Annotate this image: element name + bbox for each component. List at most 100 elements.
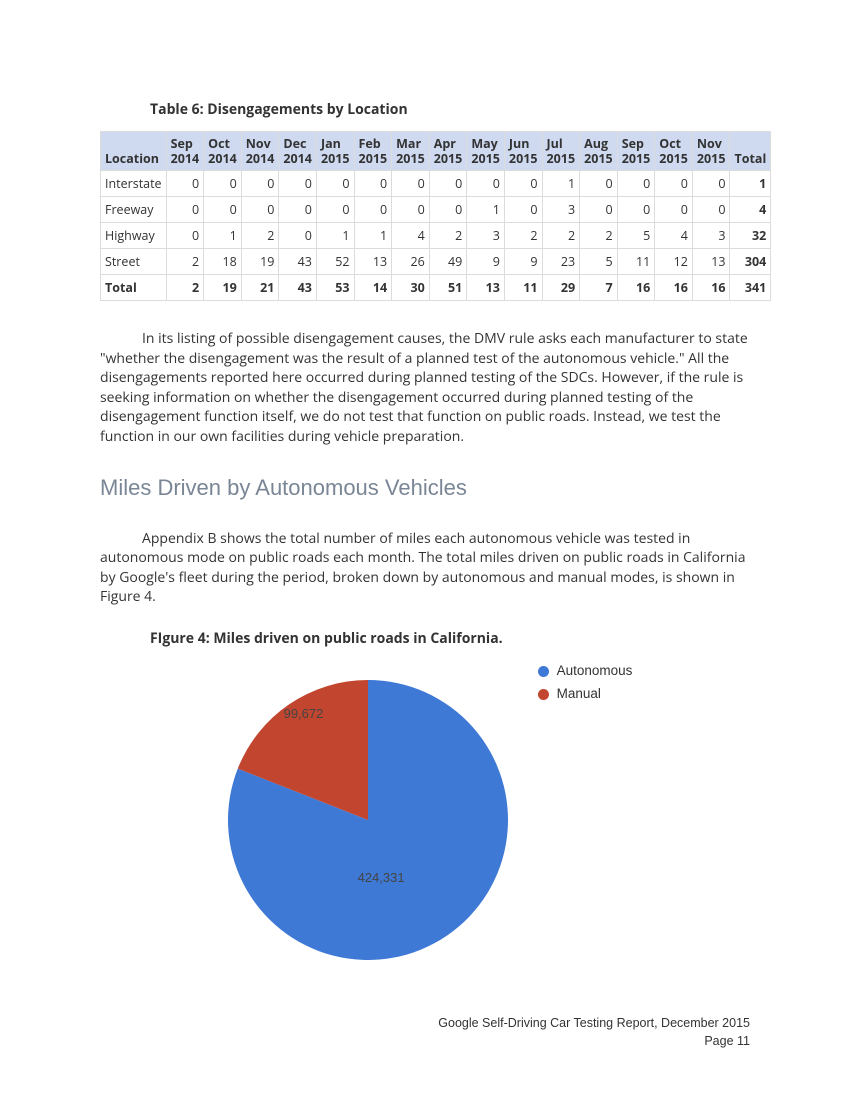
- data-cell: 9: [504, 249, 542, 275]
- table-6-header-cell: Mar2015: [392, 132, 430, 171]
- pie-chart-svg: [218, 660, 518, 960]
- section-heading-miles-driven: Miles Driven by Autonomous Vehicles: [100, 475, 750, 501]
- data-cell: 13: [467, 275, 505, 301]
- data-cell: 0: [429, 171, 467, 197]
- table-row: Highway01201142322254332: [101, 223, 771, 249]
- data-cell: 3: [692, 223, 730, 249]
- data-cell: 7: [580, 275, 618, 301]
- legend-label: Autonomous: [557, 660, 633, 683]
- table-6-header-cell: Feb2015: [354, 132, 392, 171]
- data-cell: 0: [467, 171, 505, 197]
- data-cell: 2: [542, 223, 580, 249]
- data-cell: 53: [316, 275, 354, 301]
- data-cell: 3: [467, 223, 505, 249]
- table-6-caption: Table 6: Disengagements by Location: [150, 100, 750, 119]
- paragraph-disengagement-causes: In its listing of possible disengagement…: [100, 329, 750, 447]
- data-cell: 2: [166, 249, 204, 275]
- pie-value-label: 99,672: [284, 706, 324, 721]
- data-cell: 5: [617, 223, 655, 249]
- footer-report-title: Google Self-Driving Car Testing Report, …: [438, 1015, 750, 1033]
- data-cell: 2: [429, 223, 467, 249]
- data-cell: 5: [580, 249, 618, 275]
- table-6-header-cell: Nov2015: [692, 132, 730, 171]
- data-cell: 0: [392, 197, 430, 223]
- row-total: 304: [730, 249, 771, 275]
- row-label: Interstate: [101, 171, 167, 197]
- table-6: LocationSep2014Oct2014Nov2014Dec2014Jan2…: [100, 131, 771, 301]
- data-cell: 0: [354, 197, 392, 223]
- table-6-header-cell: Nov2014: [241, 132, 279, 171]
- data-cell: 0: [241, 171, 279, 197]
- table-6-header-cell: May2015: [467, 132, 505, 171]
- data-cell: 4: [655, 223, 693, 249]
- data-cell: 0: [316, 171, 354, 197]
- data-cell: 0: [692, 171, 730, 197]
- legend-item: Manual: [538, 683, 633, 706]
- data-cell: 19: [204, 275, 242, 301]
- table-total-row: Total2192143531430511311297161616341: [101, 275, 771, 301]
- table-6-header-cell: Jan2015: [316, 132, 354, 171]
- data-cell: 0: [204, 197, 242, 223]
- data-cell: 9: [467, 249, 505, 275]
- data-cell: 0: [655, 197, 693, 223]
- table-6-header-cell: Sep2014: [166, 132, 204, 171]
- table-6-header-cell: Dec2014: [279, 132, 317, 171]
- footer-page-number: Page 11: [438, 1033, 750, 1051]
- data-cell: 0: [580, 171, 618, 197]
- data-cell: 0: [279, 171, 317, 197]
- data-cell: 0: [166, 197, 204, 223]
- data-cell: 1: [354, 223, 392, 249]
- row-label: Street: [101, 249, 167, 275]
- row-total: 4: [730, 197, 771, 223]
- data-cell: 0: [166, 223, 204, 249]
- data-cell: 4: [392, 223, 430, 249]
- data-cell: 23: [542, 249, 580, 275]
- table-6-header-cell: Location: [101, 132, 167, 171]
- data-cell: 13: [354, 249, 392, 275]
- data-cell: 0: [692, 197, 730, 223]
- legend-swatch: [538, 689, 549, 700]
- data-cell: 11: [504, 275, 542, 301]
- table-6-header-cell: Apr2015: [429, 132, 467, 171]
- data-cell: 0: [316, 197, 354, 223]
- data-cell: 49: [429, 249, 467, 275]
- table-6-header-cell: Total: [730, 132, 771, 171]
- paragraph-appendix-b: Appendix B shows the total number of mil…: [100, 529, 750, 607]
- figure-4-pie-chart: 99,672424,331 AutonomousManual: [218, 660, 633, 960]
- data-cell: 2: [504, 223, 542, 249]
- table-6-header-cell: Sep2015: [617, 132, 655, 171]
- data-cell: 12: [655, 249, 693, 275]
- data-cell: 2: [166, 275, 204, 301]
- data-cell: 16: [655, 275, 693, 301]
- row-total: 341: [730, 275, 771, 301]
- row-label: Freeway: [101, 197, 167, 223]
- data-cell: 0: [279, 197, 317, 223]
- table-6-header-cell: Oct2015: [655, 132, 693, 171]
- data-cell: 43: [279, 249, 317, 275]
- data-cell: 0: [354, 171, 392, 197]
- data-cell: 1: [316, 223, 354, 249]
- data-cell: 21: [241, 275, 279, 301]
- data-cell: 16: [692, 275, 730, 301]
- data-cell: 0: [392, 171, 430, 197]
- row-total: 1: [730, 171, 771, 197]
- pie-chart-legend: AutonomousManual: [538, 660, 633, 706]
- data-cell: 0: [204, 171, 242, 197]
- data-cell: 0: [504, 171, 542, 197]
- data-cell: 1: [542, 171, 580, 197]
- data-cell: 0: [241, 197, 279, 223]
- data-cell: 13: [692, 249, 730, 275]
- data-cell: 26: [392, 249, 430, 275]
- data-cell: 0: [166, 171, 204, 197]
- data-cell: 0: [279, 223, 317, 249]
- data-cell: 1: [204, 223, 242, 249]
- data-cell: 0: [617, 197, 655, 223]
- data-cell: 30: [392, 275, 430, 301]
- legend-swatch: [538, 666, 549, 677]
- page-footer: Google Self-Driving Car Testing Report, …: [438, 1015, 750, 1050]
- data-cell: 0: [580, 197, 618, 223]
- table-6-header-cell: Aug2015: [580, 132, 618, 171]
- table-row: Street21819435213264999235111213304: [101, 249, 771, 275]
- data-cell: 14: [354, 275, 392, 301]
- data-cell: 19: [241, 249, 279, 275]
